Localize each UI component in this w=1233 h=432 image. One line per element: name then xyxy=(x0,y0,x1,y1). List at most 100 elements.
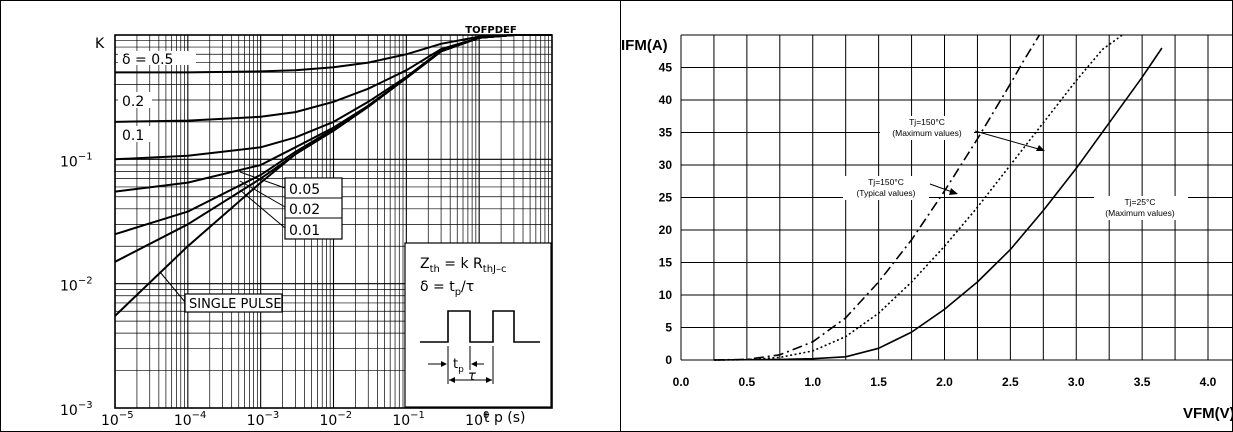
pulse-train-icon xyxy=(420,310,540,343)
x-tick-label: 100 xyxy=(465,410,489,429)
pulse-t-sub: p xyxy=(458,365,464,375)
y-tick-label: 10 xyxy=(659,288,673,302)
label-bg xyxy=(118,51,196,65)
y-tick-label: 15 xyxy=(659,256,673,270)
series-label-single-pulse: SINGLE PULSE xyxy=(189,297,282,312)
pulse-tp-label: tp xyxy=(453,357,464,375)
x-tick-label: 3.0 xyxy=(1068,375,1085,389)
x-tick-label: 1.5 xyxy=(870,375,887,389)
right-tick-labels: 0.0 0.5 1.0 1.5 2.0 2.5 3.0 3.5 4.0 0 5 10 15 20 25 30 3… xyxy=(659,61,1217,390)
forward-curve-2 xyxy=(713,47,1163,361)
annotation-bg xyxy=(843,176,929,200)
x-tick-label: 2.0 xyxy=(936,375,953,389)
right-y-axis-label: IFM(A) xyxy=(621,37,668,54)
formula-delta: δ = tp/τ xyxy=(420,279,474,298)
forward-curve-0 xyxy=(713,34,1041,361)
left-y-axis-label: K xyxy=(95,36,105,52)
x-tick-label: 0.0 xyxy=(673,375,690,389)
y-tick-label: 10−3 xyxy=(60,400,93,419)
y-tick-label: 20 xyxy=(659,223,673,237)
annotation-typ150-line2: (Typical values) xyxy=(856,188,915,198)
left-plot-frame xyxy=(114,34,553,409)
y-tick-label: 25 xyxy=(659,191,673,205)
formula-delta-tau: /τ xyxy=(461,279,474,295)
y-tick-label: 10−1 xyxy=(60,151,93,170)
annotation-max25-line1: Tj=25°C xyxy=(1124,197,1155,207)
annotation-arrowhead-max150 xyxy=(1036,145,1045,151)
formula-delta-sub: p xyxy=(455,287,461,298)
annotation-typ150-line1: Tj=150°C xyxy=(868,177,904,187)
x-tick-label-exp: −1 xyxy=(410,410,425,421)
series-label-0-2: 0.2 xyxy=(122,94,144,110)
y-tick-label: 10−2 xyxy=(60,276,93,295)
formula-z: Z xyxy=(420,256,430,272)
tau-arrow-head xyxy=(486,377,492,383)
x-tick-label: 1.0 xyxy=(804,375,821,389)
x-tick-label: 10−4 xyxy=(174,410,207,429)
x-tick-label: 3.5 xyxy=(1134,375,1151,389)
forward-curve-1 xyxy=(713,34,1123,361)
annotation-arrow-max150 xyxy=(974,130,1043,151)
y-tick-label-base: 10 xyxy=(60,403,78,419)
tp-arrow-head xyxy=(441,361,447,367)
x-tick-label-base: 10 xyxy=(101,413,119,429)
x-tick-label: 10−5 xyxy=(101,410,134,429)
y-tick-label: 5 xyxy=(665,321,672,335)
formula-delta-t: δ = t xyxy=(420,279,455,295)
leader-line-0-01 xyxy=(239,189,286,229)
left-x-axis-label: t p (s) xyxy=(484,410,526,426)
right-curves xyxy=(713,34,1163,361)
tp-arrow-head xyxy=(471,361,477,367)
annotation-bg xyxy=(1094,196,1188,220)
pulse-tau-label: τ xyxy=(468,369,476,384)
x-tick-label: 10−3 xyxy=(247,410,280,429)
tau-arrow-head xyxy=(449,377,455,383)
x-tick-label: 10−2 xyxy=(320,410,353,429)
right-grid xyxy=(680,34,1233,361)
x-tick-label-exp: −2 xyxy=(337,410,352,421)
x-tick-label: 4.0 xyxy=(1200,375,1217,389)
annotation-arrowhead-typ150 xyxy=(949,188,958,195)
annotation-bg xyxy=(880,116,974,140)
y-tick-label-exp: −3 xyxy=(78,400,93,411)
curve-6 xyxy=(114,34,552,317)
x-tick-label-base: 10 xyxy=(320,413,338,429)
x-tick-label: 10−1 xyxy=(392,410,425,429)
x-tick-label-base: 10 xyxy=(247,413,265,429)
formula-kr: = k R xyxy=(440,256,483,272)
formula-zth: Zth = k RthJ–c xyxy=(420,256,507,275)
left-curves xyxy=(114,34,552,317)
y-tick-label: 30 xyxy=(659,158,673,172)
leader-line-single-pulse xyxy=(159,271,186,303)
x-tick-label: 2.5 xyxy=(1002,375,1019,389)
series-label-0-02: 0.02 xyxy=(289,202,320,218)
left-figure-tag: TOFPDEF xyxy=(465,25,516,36)
annotation-max25-line2: (Maximum values) xyxy=(1105,208,1175,218)
x-tick-label-base: 10 xyxy=(392,413,410,429)
y-tick-label: 40 xyxy=(659,93,673,107)
x-tick-label-exp: −4 xyxy=(192,410,207,421)
pulse-t: t xyxy=(453,357,458,372)
y-tick-label-exp: −2 xyxy=(78,276,93,287)
label-bg xyxy=(118,126,152,142)
series-label-0-01: 0.01 xyxy=(289,223,320,239)
leader-line-0-02 xyxy=(239,180,286,208)
y-tick-label: 35 xyxy=(659,126,673,140)
y-tick-label-exp: −1 xyxy=(78,151,93,162)
series-label-delta-0-5: δ = 0.5 xyxy=(122,52,173,68)
panel-divider xyxy=(620,0,621,432)
formula-z-sub: th xyxy=(430,264,440,275)
x-tick-label-exp: −3 xyxy=(264,410,279,421)
series-label-0-05: 0.05 xyxy=(289,182,320,198)
label-bg xyxy=(118,92,152,108)
y-tick-label-base: 10 xyxy=(60,279,78,295)
y-tick-label: 0 xyxy=(665,353,672,367)
leader-line-0-05 xyxy=(239,171,286,189)
x-tick-label-base: 10 xyxy=(174,413,192,429)
y-tick-label: 45 xyxy=(659,61,673,75)
y-tick-label-base: 10 xyxy=(60,154,78,170)
